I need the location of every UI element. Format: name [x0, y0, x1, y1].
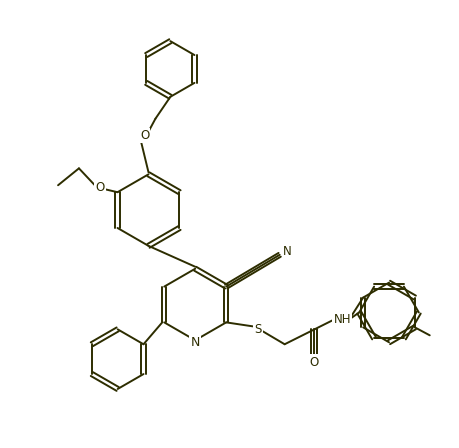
- Bar: [354, 278, 424, 347]
- Text: O: O: [95, 181, 105, 194]
- Text: NH: NH: [334, 313, 351, 326]
- Text: S: S: [254, 323, 262, 336]
- Text: N: N: [190, 336, 200, 349]
- Text: N: N: [283, 246, 292, 258]
- Text: O: O: [310, 356, 319, 369]
- Text: O: O: [140, 129, 149, 142]
